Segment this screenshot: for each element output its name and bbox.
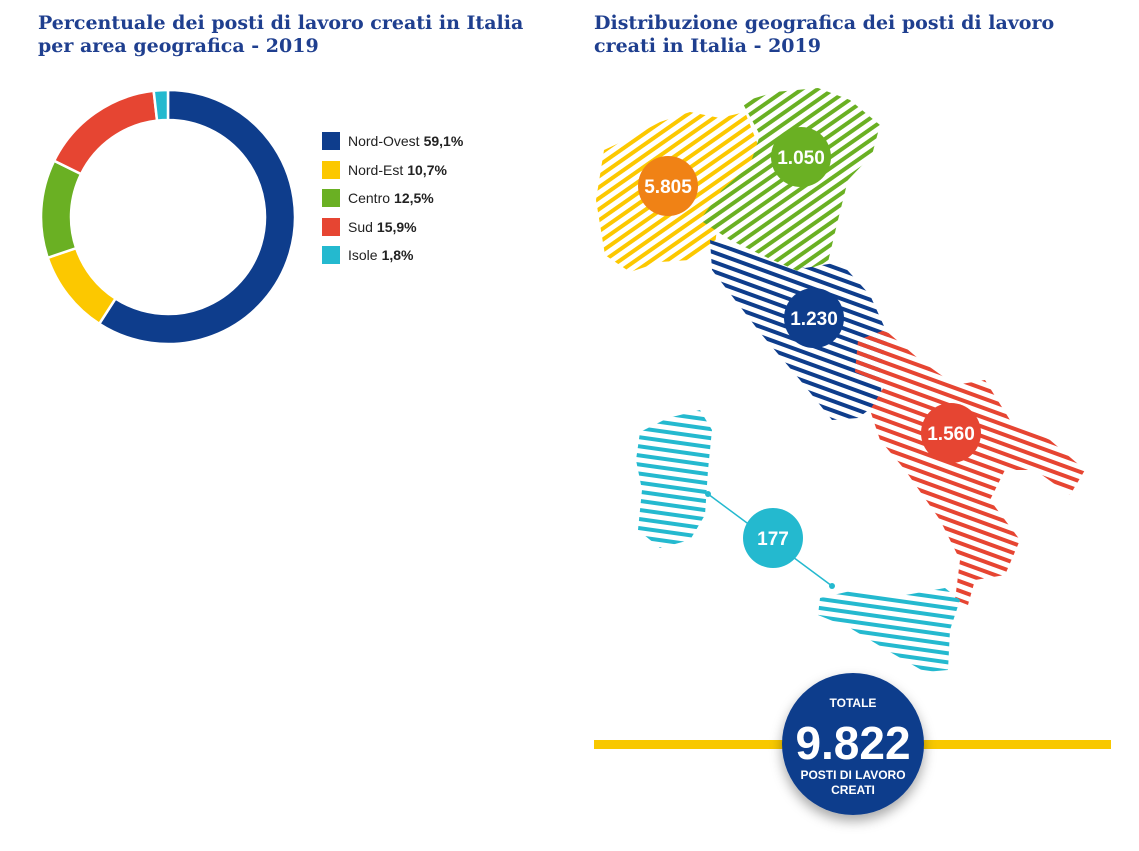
region-sicilia-shape [818,588,960,672]
map-title: Distribuzione geografica dei posti di la… [594,12,1055,57]
bubble-value: 5.805 [644,177,692,198]
value-bubble-north-east: 1.050 [771,127,831,187]
bubble-value: 1.560 [927,424,975,445]
legend-label: Nord-Est [348,161,404,178]
legend-label: Isole [348,247,378,264]
legend-value: 12,5% [394,190,434,207]
legend-value: 59,1% [423,133,464,150]
legend-swatch [322,217,340,236]
value-bubble-south: 1.560 [921,403,981,463]
chart-legend: Nord-Ovest 59,1% Nord-Est 10,7% Centro 1… [322,127,463,270]
total-top-label: TOTALE [830,696,877,710]
region-sardegna-shape [636,410,712,548]
donut-slice-isole [152,88,170,123]
legend-value: 1,8% [381,247,414,264]
bubble-value: 1.230 [790,309,838,330]
total-badge: TOTALE 9.822 POSTI DI LAVORO CREATI [782,673,924,815]
legend-swatch [322,246,340,265]
total-bottom-label: POSTI DI LAVORO [800,768,905,782]
legend-item-nord-est: Nord-Est 10,7% [322,156,463,185]
total-value: 9.822 [795,717,910,769]
legend-item-isole: Isole 1,8% [322,241,463,270]
legend-swatch [322,160,340,179]
donut-slice-nord-ovest [97,88,297,346]
legend-label: Centro [348,190,391,207]
bubble-value: 177 [757,529,789,550]
value-bubble-north-west: 5.805 [638,156,698,216]
legend-label: Nord-Ovest [348,133,420,150]
value-bubble-islands: 177 [743,508,803,568]
connector-dot [829,583,835,589]
legend-value: 10,7% [407,161,447,178]
connector-dot [705,491,711,497]
legend-swatch [322,189,340,208]
donut-chart-title: Percentuale dei posti di lavoro creati i… [38,12,524,57]
value-bubble-center: 1.230 [784,288,844,348]
legend-item-centro: Centro 12,5% [322,184,463,213]
legend-item-nord-ovest: Nord-Ovest 59,1% [322,127,463,156]
legend-item-sud: Sud 15,9% [322,213,463,242]
donut-chart [39,88,297,346]
legend-swatch [322,132,340,151]
bubble-value: 1.050 [777,148,825,169]
legend-label: Sud [348,218,373,235]
legend-value: 15,9% [376,218,417,235]
total-bottom-label: CREATI [831,783,875,797]
region-sud-shape [855,330,1085,605]
